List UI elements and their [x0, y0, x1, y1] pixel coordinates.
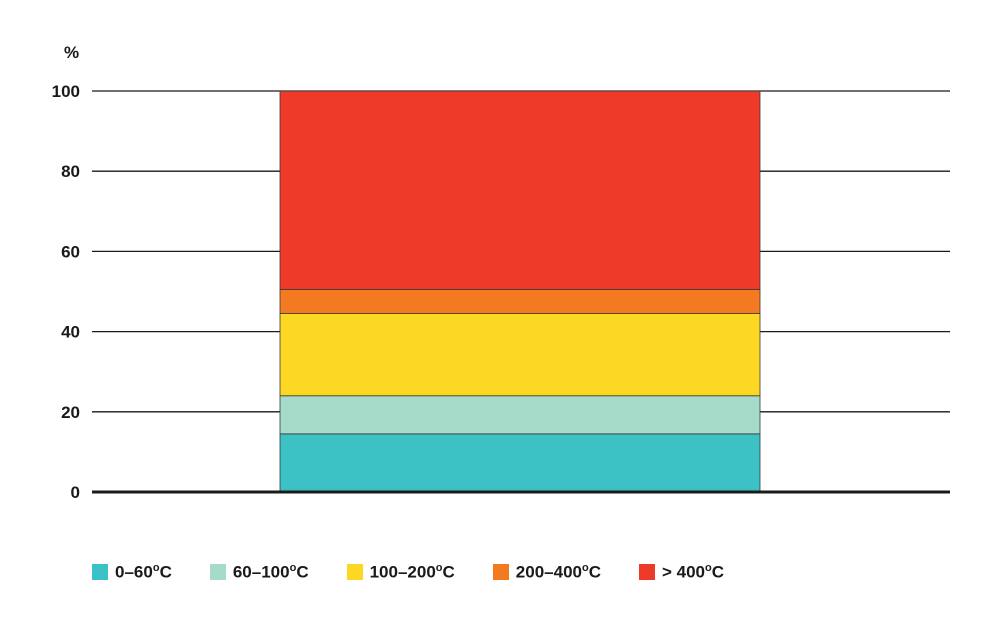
- y-tick-label: 40: [61, 323, 80, 342]
- legend-item: 200–400oC: [492, 562, 601, 583]
- legend-label: > 400oC: [662, 562, 725, 582]
- legend-item: > 400oC: [639, 562, 724, 583]
- legend: 0–60oC 60–100oC 100–200oC 200–400oC > 400oC: [92, 562, 762, 583]
- y-axis-ticks: 0 20 40 60 80 100: [52, 82, 80, 502]
- bar-stack: [279, 90, 761, 493]
- legend-label: 100–200oC: [369, 562, 455, 582]
- bar-segment: [279, 90, 761, 290]
- y-axis-unit-label: %: [64, 43, 79, 62]
- y-tick-label: 60: [61, 242, 80, 261]
- legend-swatch: [209, 564, 226, 581]
- y-tick-label: 0: [71, 483, 80, 502]
- legend-swatch: [492, 564, 509, 581]
- legend-label: 200–400oC: [515, 562, 601, 582]
- bar-segment: [279, 395, 761, 435]
- bar-segment: [279, 433, 761, 493]
- legend-swatch: [346, 564, 363, 581]
- bar-segment: [279, 289, 761, 314]
- legend-swatch: [639, 564, 655, 581]
- legend-label: 0–60oC: [115, 562, 172, 582]
- stacked-bar-chart: % 0 20 40 60 80 100: [52, 43, 950, 502]
- legend-item: 0–60oC: [92, 562, 172, 583]
- legend-label: 60–100oC: [232, 562, 309, 582]
- legend-item: 60–100oC: [209, 562, 309, 583]
- bar-segment: [279, 313, 761, 397]
- y-tick-label: 80: [61, 162, 80, 181]
- legend-item: 100–200oC: [346, 562, 455, 583]
- y-tick-label: 100: [52, 82, 80, 101]
- y-tick-label: 20: [61, 403, 80, 422]
- legend-swatch: [92, 564, 108, 581]
